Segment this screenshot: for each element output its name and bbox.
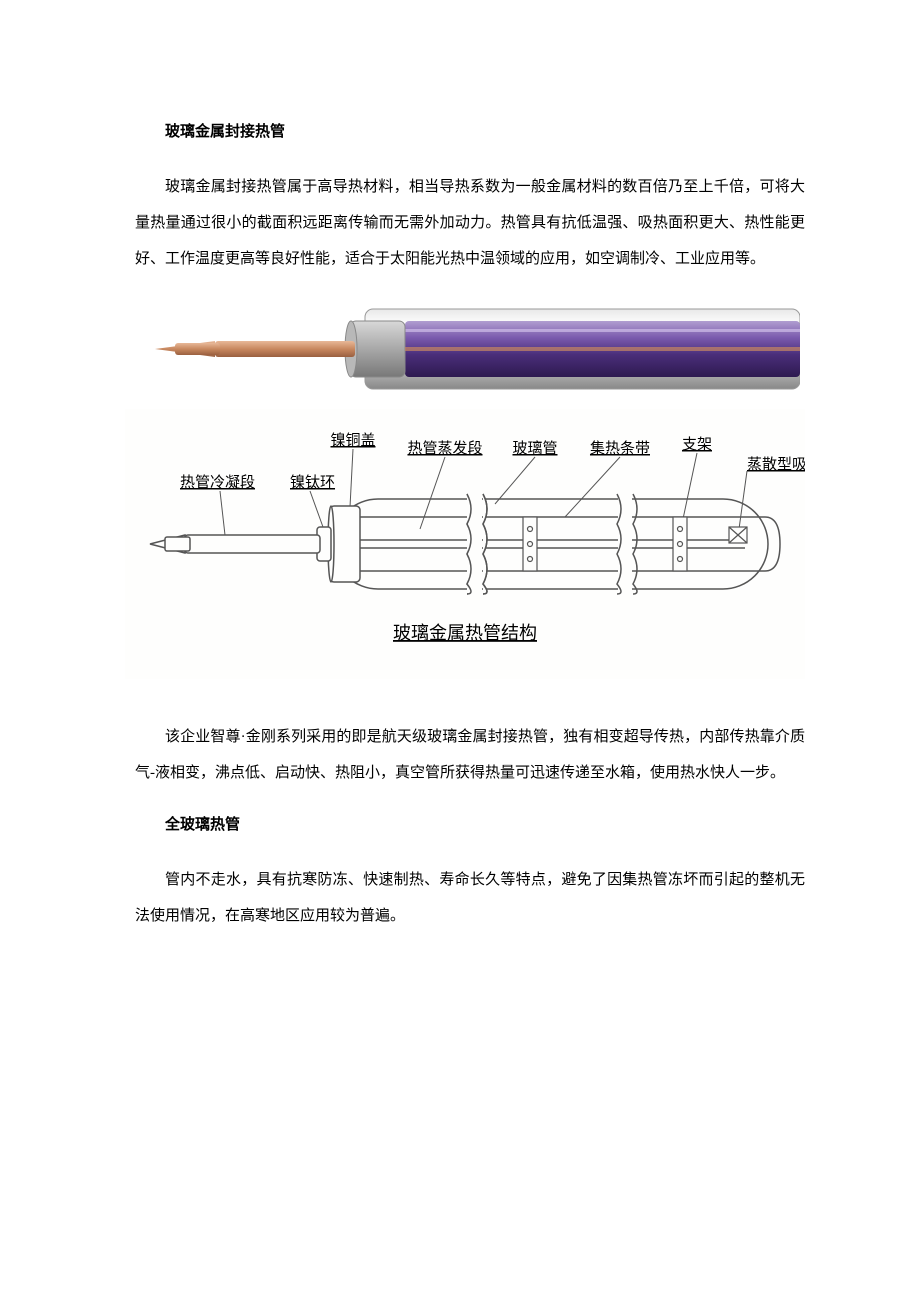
- label-glass: 玻璃管: [512, 440, 557, 457]
- section-heading-2: 全玻璃热管: [135, 813, 805, 834]
- diagram-caption: 玻璃金属热管结构: [393, 623, 537, 643]
- heat-pipe-diagram: 镍铜盖 热管蒸发段 玻璃管 集热条带 支架 蒸散型吸气剂 热管冷凝段 镍钛环: [125, 409, 805, 679]
- paragraph-2-1: 管内不走水，具有抗寒防冻、快速制热、寿命长久等特点，避免了因集热管冻坏而引起的整…: [135, 862, 805, 934]
- label-getter: 蒸散型吸气剂: [747, 456, 805, 473]
- label-bracket: 支架: [682, 436, 712, 453]
- section-heading-1: 玻璃金属封接热管: [135, 120, 805, 141]
- label-condenser: 热管冷凝段: [180, 474, 255, 491]
- figure-container: 镍铜盖 热管蒸发段 玻璃管 集热条带 支架 蒸散型吸气剂 热管冷凝段 镍钛环: [135, 299, 805, 679]
- label-cap: 镍铜盖: [330, 431, 375, 449]
- heat-pipe-photo: [125, 299, 800, 399]
- label-ring: 镍钛环: [290, 473, 335, 491]
- paragraph-1-2: 该企业智尊·金刚系列采用的即是航天级玻璃金属封接热管，独有相变超导传热，内部传热…: [135, 719, 805, 791]
- label-strip: 集热条带: [590, 440, 650, 457]
- paragraph-1-1: 玻璃金属封接热管属于高导热材料，相当导热系数为一般金属材料的数百倍乃至上千倍，可…: [135, 169, 805, 277]
- label-evap: 热管蒸发段: [407, 440, 482, 457]
